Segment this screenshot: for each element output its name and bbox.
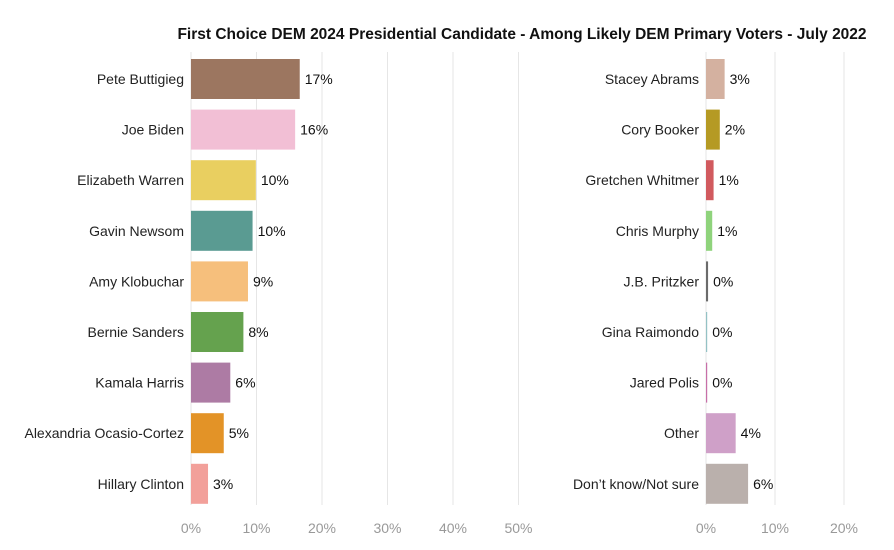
category-label-chris-murphy: Chris Murphy [616,223,699,239]
value-label-kamala-harris: 6% [235,375,255,391]
left-x-tick-label: 50% [504,520,532,536]
value-label-don-t-know-not-sure: 6% [753,476,773,492]
category-label-j-b-pritzker: J.B. Pritzker [624,273,700,289]
category-label-bernie-sanders: Bernie Sanders [87,324,184,340]
bar-joe-biden [191,109,296,150]
value-label-gina-raimondo: 0% [712,324,732,340]
value-label-joe-biden: 16% [300,122,328,138]
left-x-tick-label: 40% [439,520,467,536]
bar-bernie-sanders [191,312,244,352]
category-label-amy-klobuchar: Amy Klobuchar [89,273,184,289]
bar-hillary-clinton [191,463,209,504]
chart-title: First Choice DEM 2024 Presidential Candi… [177,26,866,43]
value-label-jared-polis: 0% [712,375,732,391]
bar-chris-murphy [706,210,713,251]
bar-amy-klobuchar [191,261,248,302]
value-label-other: 4% [741,425,761,441]
bar-elizabeth-warren [191,160,256,201]
value-label-j-b-pritzker: 0% [713,273,733,289]
value-label-cory-booker: 2% [725,122,745,138]
value-label-stacey-abrams: 3% [730,71,750,87]
left-x-tick-label: 0% [181,520,201,536]
bar-stacey-abrams [706,59,725,99]
left-x-tick-label: 10% [242,520,270,536]
bar-don-t-know-not-sure [706,463,749,504]
category-label-stacey-abrams: Stacey Abrams [605,71,699,87]
category-label-hillary-clinton: Hillary Clinton [98,476,184,492]
right-x-tick-label: 0% [696,520,716,536]
left-x-tick-label: 30% [373,520,401,536]
bar-gretchen-whitmer [706,160,714,201]
bar-other [706,413,736,454]
value-label-gretchen-whitmer: 1% [719,172,739,188]
category-label-cory-booker: Cory Booker [621,122,699,138]
category-label-gretchen-whitmer: Gretchen Whitmer [585,172,699,188]
value-label-gavin-newsom: 10% [258,223,286,239]
category-label-other: Other [664,425,699,441]
category-label-gina-raimondo: Gina Raimondo [602,324,699,340]
category-label-elizabeth-warren: Elizabeth Warren [77,172,184,188]
right-x-tick-label: 20% [830,520,858,536]
bar-j-b-pritzker [706,261,709,302]
bar-jared-polis [706,362,708,403]
right-panel: 0% 10% 20% Stacey Abrams 3% Cory Booker 2% Gret… [573,52,858,536]
value-label-amy-klobuchar: 9% [253,273,273,289]
left-x-tick-label: 20% [308,520,336,536]
value-label-bernie-sanders: 8% [248,324,268,340]
category-label-alexandria-ocasio-cortez: Alexandria Ocasio-Cortez [24,425,184,441]
category-label-kamala-harris: Kamala Harris [95,375,184,391]
category-label-pete-buttigieg: Pete Buttigieg [97,71,184,87]
right-x-tick-label: 10% [761,520,789,536]
bar-alexandria-ocasio-cortez [191,413,224,454]
bar-gina-raimondo [706,312,708,352]
category-label-don-t-know-not-sure: Don’t know/Not sure [573,476,699,492]
value-label-alexandria-ocasio-cortez: 5% [229,425,249,441]
category-label-jared-polis: Jared Polis [630,375,699,391]
value-label-pete-buttigieg: 17% [305,71,333,87]
value-label-chris-murphy: 1% [717,223,737,239]
bar-pete-buttigieg [191,59,300,99]
category-label-joe-biden: Joe Biden [122,122,184,138]
bar-kamala-harris [191,362,231,403]
bar-cory-booker [706,109,720,150]
bar-gavin-newsom [191,210,253,251]
left-panel: 0% 10% 20% 30% 40% 50% Pete Buttigieg 17% Joe Bi… [24,52,533,536]
value-label-elizabeth-warren: 10% [261,172,289,188]
category-label-gavin-newsom: Gavin Newsom [89,223,184,239]
value-label-hillary-clinton: 3% [213,476,233,492]
